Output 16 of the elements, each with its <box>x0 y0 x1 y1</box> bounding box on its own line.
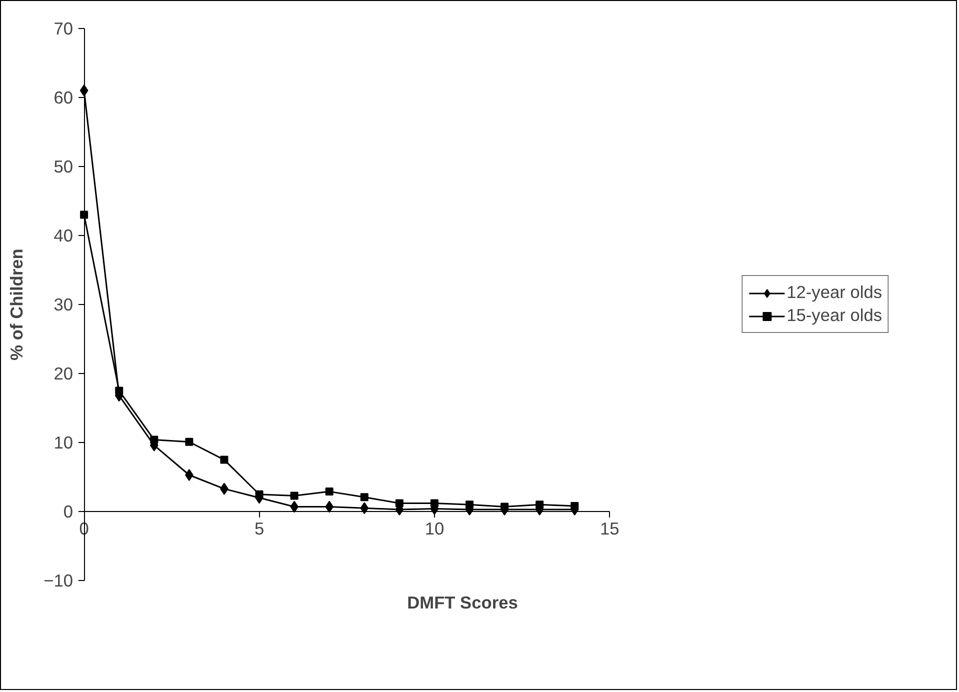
x-tick-label: 5 <box>254 518 264 539</box>
legend-label: 12-year olds <box>786 282 882 303</box>
y-axis-title: % of Children <box>6 248 26 360</box>
y-tick-label: 40 <box>54 225 74 246</box>
y-tick-label: 60 <box>54 87 74 108</box>
y-tick-label: 50 <box>54 156 74 176</box>
x-axis-title: DMFT Scores <box>407 592 518 612</box>
y-tick-label: 70 <box>54 18 74 38</box>
y-tick-label: 0 <box>63 502 74 522</box>
y-tick-label: 30 <box>54 294 74 314</box>
y-tick-label: −10 <box>44 570 74 591</box>
y-tick-label: 10 <box>54 432 74 453</box>
y-tick-label: 20 <box>54 364 74 384</box>
legend-label: 15-year olds <box>786 305 882 326</box>
x-tick-label: 15 <box>600 518 620 539</box>
x-tick-label: 10 <box>424 518 444 539</box>
